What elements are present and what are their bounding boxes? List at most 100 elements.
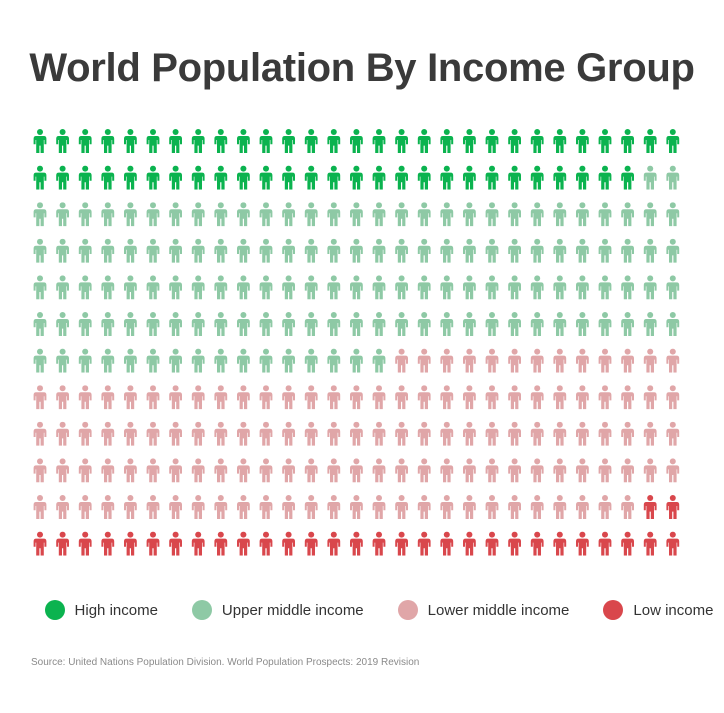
person-icon: [237, 458, 250, 483]
person-icon: [485, 495, 499, 519]
person-icon: [463, 348, 476, 373]
person-icon: [327, 202, 341, 227]
person-icon: [440, 385, 454, 410]
person-icon: [214, 458, 228, 483]
person-icon: [666, 385, 680, 410]
person-icon: [553, 385, 567, 410]
person-icon: [508, 165, 521, 190]
person-icon: [259, 458, 273, 483]
person-icon: [56, 531, 69, 556]
person-icon: [372, 458, 386, 483]
person-icon: [214, 165, 228, 190]
person-icon: [259, 312, 273, 336]
person-icon: [666, 531, 680, 556]
person-icon: [440, 531, 454, 556]
person-icon: [101, 238, 115, 263]
person-icon: [350, 458, 363, 483]
person-icon: [485, 238, 499, 263]
person-icon: [485, 129, 499, 153]
person-icon: [643, 348, 657, 373]
person-icon: [33, 458, 47, 483]
person-icon: [463, 385, 476, 410]
person-icon: [576, 458, 589, 483]
person-icon: [327, 495, 341, 519]
person-icon: [146, 165, 160, 190]
person-icon: [508, 312, 521, 336]
person-icon: [327, 129, 341, 153]
person-icon: [598, 165, 612, 190]
person-icon: [191, 348, 205, 373]
person-icon: [56, 458, 69, 483]
person-icon: [643, 275, 657, 300]
person-icon: [169, 531, 182, 556]
person-icon: [508, 238, 521, 263]
person-icon: [553, 348, 567, 373]
person-icon: [327, 238, 341, 263]
person-icon: [621, 202, 634, 227]
person-icon: [78, 129, 92, 153]
person-icon: [372, 348, 386, 373]
person-icon: [101, 458, 115, 483]
person-icon: [56, 275, 69, 300]
person-icon: [417, 531, 431, 556]
person-icon: [146, 421, 160, 446]
person-icon: [282, 495, 295, 519]
person-icon: [304, 165, 318, 190]
person-icon: [282, 202, 295, 227]
person-icon: [146, 202, 160, 227]
person-icon: [553, 238, 567, 263]
person-icon: [56, 385, 69, 410]
person-icon: [621, 275, 634, 300]
person-icon: [56, 348, 69, 373]
person-icon: [417, 165, 431, 190]
person-icon: [33, 275, 47, 300]
person-icon: [417, 238, 431, 263]
person-icon: [169, 202, 182, 227]
person-icon: [124, 458, 137, 483]
person-icon: [463, 495, 476, 519]
person-icon: [56, 129, 69, 153]
person-icon: [508, 531, 521, 556]
person-icon: [282, 421, 295, 446]
person-icon: [304, 531, 318, 556]
person-icon: [553, 458, 567, 483]
person-icon: [33, 129, 47, 153]
person-icon: [327, 275, 341, 300]
person-icon: [395, 421, 408, 446]
legend: High income Upper middle income Lower mi…: [0, 600, 724, 620]
person-icon: [78, 238, 92, 263]
person-icon: [643, 238, 657, 263]
person-icon: [237, 312, 250, 336]
person-icon: [621, 495, 634, 519]
person-icon: [508, 348, 521, 373]
person-icon: [304, 129, 318, 153]
person-icon: [553, 202, 567, 227]
person-icon: [576, 238, 589, 263]
person-icon: [78, 275, 92, 300]
person-icon: [56, 238, 69, 263]
person-icon: [327, 421, 341, 446]
person-icon: [440, 348, 454, 373]
person-icon: [259, 165, 273, 190]
person-icon: [327, 312, 341, 336]
person-icon: [530, 202, 544, 227]
person-icon: [214, 348, 228, 373]
person-icon: [56, 495, 69, 519]
person-icon: [169, 421, 182, 446]
legend-item-low-income: Low income: [603, 600, 713, 620]
person-icon: [395, 531, 408, 556]
person-icon: [191, 129, 205, 153]
person-icon: [440, 202, 454, 227]
person-icon: [78, 458, 92, 483]
person-icon: [530, 312, 544, 336]
person-icon: [146, 385, 160, 410]
person-icon: [214, 238, 228, 263]
person-icon: [259, 495, 273, 519]
person-icon: [350, 385, 363, 410]
person-icon: [304, 202, 318, 227]
person-icon: [304, 238, 318, 263]
person-icon: [395, 495, 408, 519]
person-icon: [304, 312, 318, 336]
person-icon: [304, 348, 318, 373]
person-icon: [169, 348, 182, 373]
